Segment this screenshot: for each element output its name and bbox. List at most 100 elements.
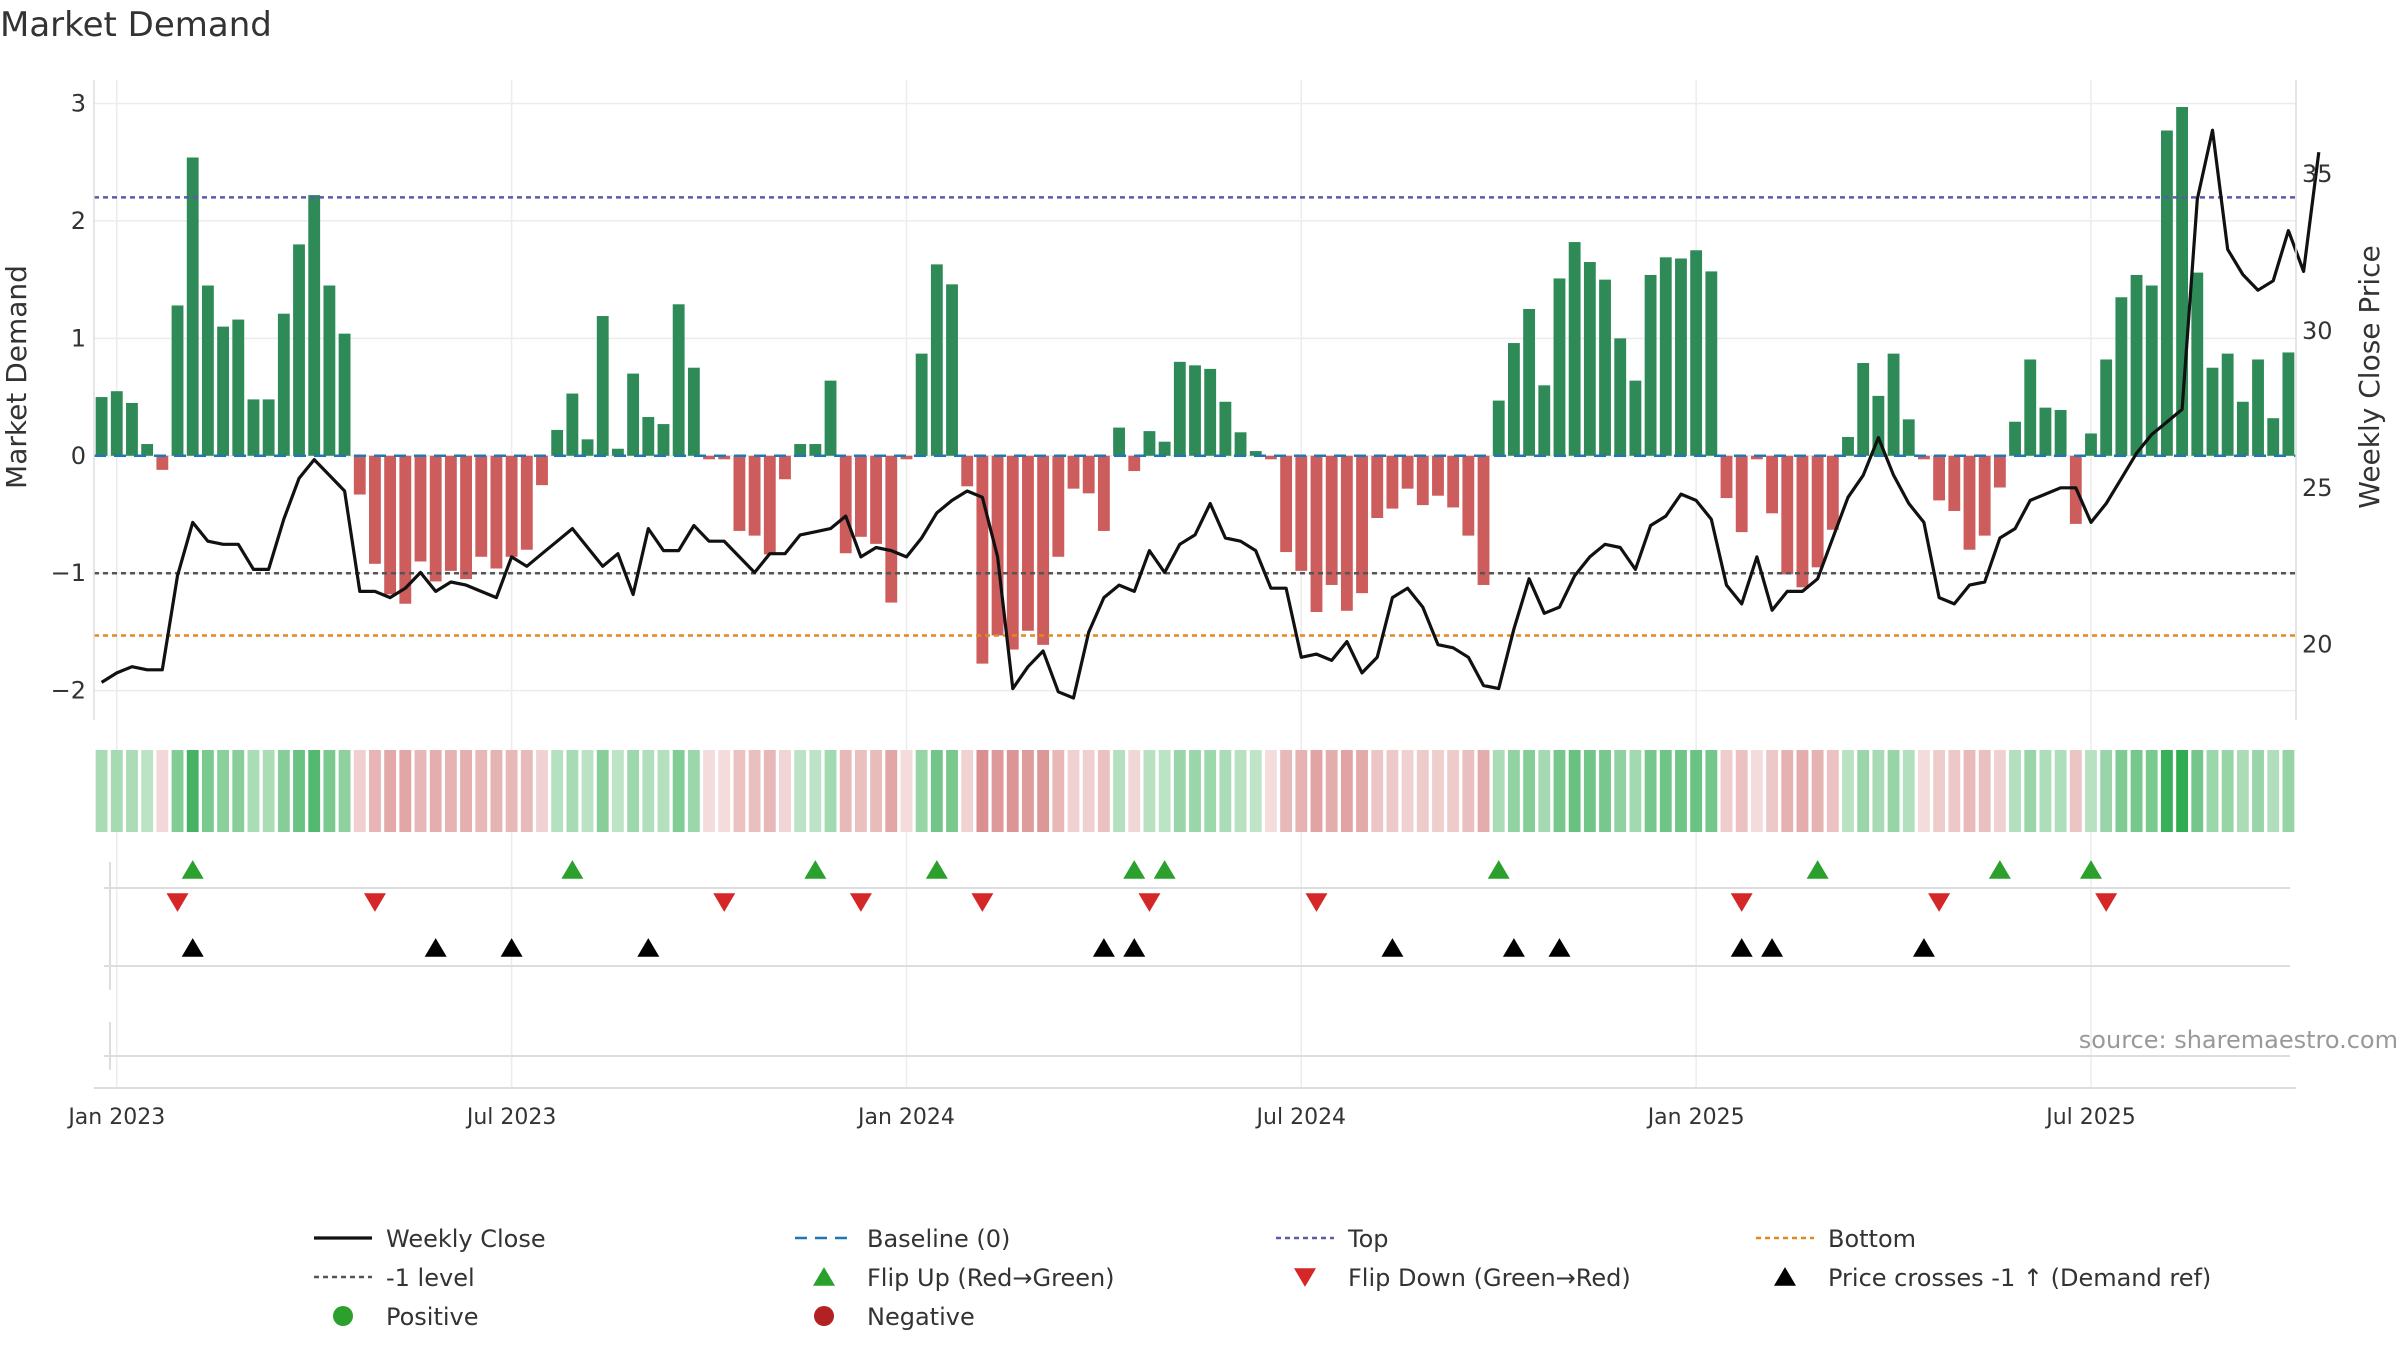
demand-bar	[718, 455, 731, 460]
heat-cell	[1067, 750, 1080, 832]
demand-bar	[900, 455, 913, 460]
demand-bar	[596, 316, 609, 456]
demand-bar	[2009, 421, 2021, 456]
legend-label: Weekly Close	[386, 1225, 546, 1253]
demand-bar	[1462, 455, 1475, 536]
legend-label: Negative	[867, 1303, 975, 1331]
demand-bar	[1887, 353, 1900, 456]
legend-circle-icon	[333, 1306, 353, 1326]
demand-bar	[885, 455, 898, 603]
y-axis-label: Market Demand	[0, 265, 33, 489]
demand-bar	[536, 455, 548, 486]
price-cross-marker	[637, 938, 660, 957]
demand-bar	[186, 157, 199, 456]
demand-bar	[1173, 361, 1186, 456]
heat-cell	[2267, 750, 2280, 832]
demand-bar	[1265, 455, 1277, 460]
heat-cell	[2054, 750, 2067, 832]
heat-cell	[1325, 750, 1338, 832]
heat-cell	[627, 750, 640, 832]
demand-bar	[1872, 395, 1885, 456]
demand-bar	[930, 264, 943, 456]
demand-bar	[232, 319, 245, 456]
demand-bar	[657, 424, 670, 456]
demand-bar	[824, 380, 837, 456]
demand-bar	[1675, 258, 1687, 456]
heat-cell	[1477, 750, 1490, 832]
plot-grid	[94, 80, 2296, 1088]
demand-bar	[642, 417, 655, 456]
demand-bar	[1325, 455, 1338, 585]
heat-cell	[1158, 750, 1171, 832]
price-cross-marker	[181, 938, 204, 957]
heat-cell	[1583, 750, 1596, 832]
demand-bar	[1705, 271, 1718, 456]
demand-bar	[460, 455, 472, 580]
y-tick-label: 3	[71, 89, 86, 117]
legend-triangle-down-icon	[1294, 1268, 1316, 1287]
demand-bar	[748, 455, 761, 536]
heat-cell	[1796, 750, 1809, 832]
demand-bar	[1082, 455, 1095, 494]
heat-cell	[1280, 750, 1293, 832]
demand-bar	[1189, 365, 1201, 456]
demand-bar	[1280, 455, 1293, 553]
demand-bar	[2176, 107, 2189, 456]
chart-title: Market Demand	[0, 5, 272, 45]
demand-bar	[1204, 368, 1217, 456]
heat-cell	[2039, 750, 2052, 832]
demand-bar	[1781, 455, 1794, 575]
x-tick-label: Jan 2024	[856, 1105, 955, 1130]
demand-bar	[2252, 359, 2264, 456]
heat-cell	[1386, 750, 1399, 832]
price-cross-marker	[1730, 938, 1753, 957]
heat-cell	[1933, 750, 1946, 832]
heat-cell	[1037, 750, 1050, 832]
price-cross-marker	[1548, 938, 1571, 957]
heat-cell	[1675, 750, 1687, 832]
heat-cell	[262, 750, 275, 832]
price-line-group	[100, 128, 2321, 700]
demand-bar	[1022, 455, 1034, 631]
demand-bar	[672, 304, 685, 456]
demand-bar	[1447, 455, 1460, 508]
heat-cell	[1948, 750, 1961, 832]
demand-bar	[338, 333, 351, 456]
heat-cell	[1978, 750, 1991, 832]
legend-label: Baseline (0)	[867, 1225, 1010, 1253]
signal-panel	[104, 860, 2290, 1070]
demand-bar	[1052, 455, 1065, 557]
heat-cell	[1462, 750, 1475, 832]
demand-bar	[171, 305, 184, 456]
heat-cell	[1401, 750, 1414, 832]
heat-cell	[1507, 750, 1520, 832]
flip-down-marker	[849, 893, 872, 912]
heat-cell	[126, 750, 138, 832]
heat-cell	[277, 750, 290, 832]
heat-cell	[1052, 750, 1065, 832]
heat-cell	[672, 750, 685, 832]
price-cross-marker	[1502, 938, 1525, 957]
heat-cell	[1492, 750, 1505, 832]
price-line	[100, 128, 2321, 700]
heat-cell	[976, 750, 989, 832]
heat-cell	[763, 750, 776, 832]
demand-bar	[1948, 455, 1961, 511]
demand-bar	[2145, 285, 2158, 456]
heat-cell	[809, 750, 822, 832]
demand-bar	[1811, 455, 1824, 568]
demand-bar	[2085, 433, 2097, 456]
legend-label: Top	[1347, 1225, 1389, 1253]
demand-bar	[369, 455, 381, 564]
demand-bar	[1492, 400, 1505, 456]
demand-bar	[870, 455, 883, 544]
heat-cell	[839, 750, 852, 832]
heat-cell	[1720, 750, 1733, 832]
heat-cell	[854, 750, 867, 832]
demand-bar	[1356, 455, 1368, 594]
heat-cell	[520, 750, 533, 832]
heat-cell	[1113, 750, 1125, 832]
y-axis-left: 3 2 1 0 −1 −2	[51, 80, 95, 720]
demand-bar	[217, 326, 230, 456]
heat-cell	[1538, 750, 1551, 832]
